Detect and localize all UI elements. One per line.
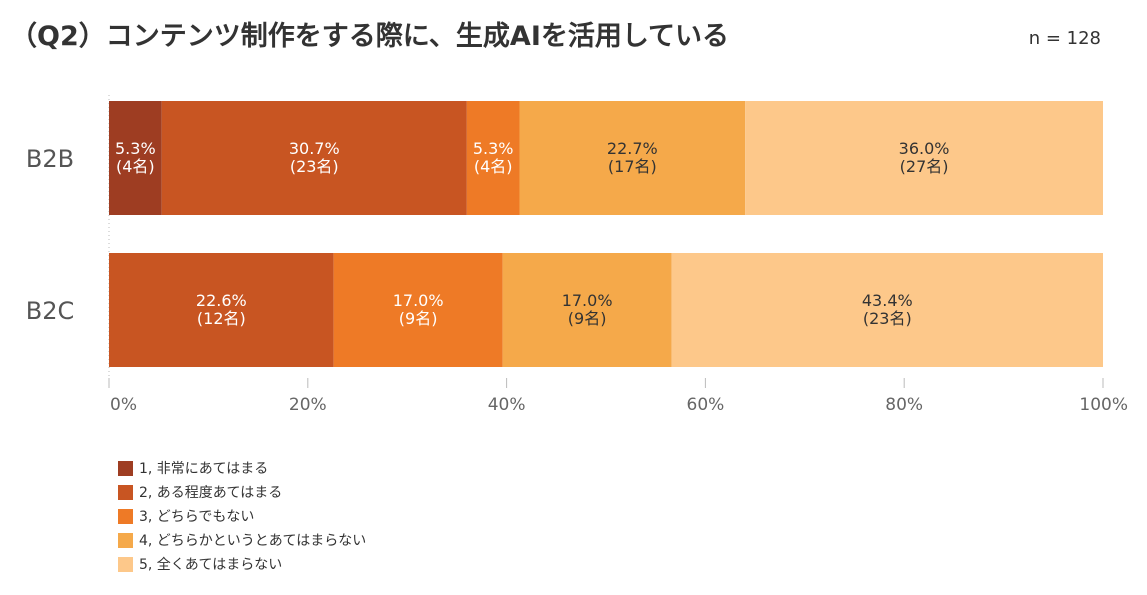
bar-segment bbox=[333, 253, 503, 367]
legend-item: 1, 非常にあてはまる bbox=[118, 456, 366, 480]
legend-label: 3, どちらでもない bbox=[139, 509, 255, 525]
chart-title: （Q2）コンテンツ制作をする際に、生成AIを活用している bbox=[10, 21, 730, 52]
legend-item: 2, ある程度あてはまる bbox=[118, 480, 366, 504]
legend-label: 5, 全くあてはまらない bbox=[139, 557, 283, 573]
data-label: 5.3% (4名) bbox=[115, 139, 156, 176]
x-tick-label: 80% bbox=[885, 395, 923, 415]
x-tick-label: 100% bbox=[1079, 395, 1128, 415]
legend-swatch bbox=[118, 556, 133, 572]
legend-label: 1, 非常にあてはまる bbox=[139, 461, 269, 477]
bar-segment bbox=[109, 253, 334, 367]
legend: 1, 非常にあてはまる 2, ある程度あてはまる 3, どちらでもない 4, どちらか… bbox=[118, 456, 366, 576]
x-tick-label: 0% bbox=[110, 395, 137, 415]
legend-label: 4, どちらかというとあてはまらない bbox=[139, 533, 367, 549]
legend-item: 4, どちらかというとあてはまらない bbox=[118, 528, 366, 552]
stacked-bar-chart: B2B 5.3% (4名) 30.7% (23名) 5.3% (4名) 22.7% (17名) 3… bbox=[26, 95, 1128, 415]
bar-segment bbox=[745, 101, 1103, 215]
legend-item: 5, 全くあてはまらない bbox=[118, 552, 366, 576]
legend-swatch bbox=[118, 484, 133, 500]
bar-segment bbox=[466, 101, 520, 215]
data-label: 30.7% (23名) bbox=[289, 139, 340, 176]
data-label: 17.0% (9名) bbox=[562, 291, 613, 328]
legend-swatch bbox=[118, 532, 133, 548]
legend-item: 3, どちらでもない bbox=[118, 504, 366, 528]
legend-label: 2, ある程度あてはまる bbox=[139, 485, 283, 501]
x-tick-label: 20% bbox=[289, 395, 327, 415]
legend-swatch bbox=[118, 508, 133, 524]
bar-segment bbox=[502, 253, 672, 367]
x-tick-label: 40% bbox=[488, 395, 526, 415]
legend-swatch bbox=[118, 460, 133, 476]
data-label: 22.6% (12名) bbox=[196, 291, 247, 328]
data-label: 43.4% (23名) bbox=[862, 291, 913, 328]
sample-size-label: n = 128 bbox=[1028, 28, 1101, 49]
x-tick-label: 60% bbox=[687, 395, 725, 415]
data-label: 17.0% (9名) bbox=[393, 291, 444, 328]
bar-segment bbox=[519, 101, 746, 215]
bar-segment bbox=[161, 101, 467, 215]
data-label: 5.3% (4名) bbox=[473, 139, 514, 176]
category-label: B2C bbox=[26, 297, 75, 325]
data-label: 22.7% (17名) bbox=[607, 139, 658, 176]
category-label: B2B bbox=[26, 145, 74, 173]
bar-segment bbox=[109, 101, 162, 215]
data-label: 36.0% (27名) bbox=[899, 139, 950, 176]
bar-segment bbox=[671, 253, 1103, 367]
